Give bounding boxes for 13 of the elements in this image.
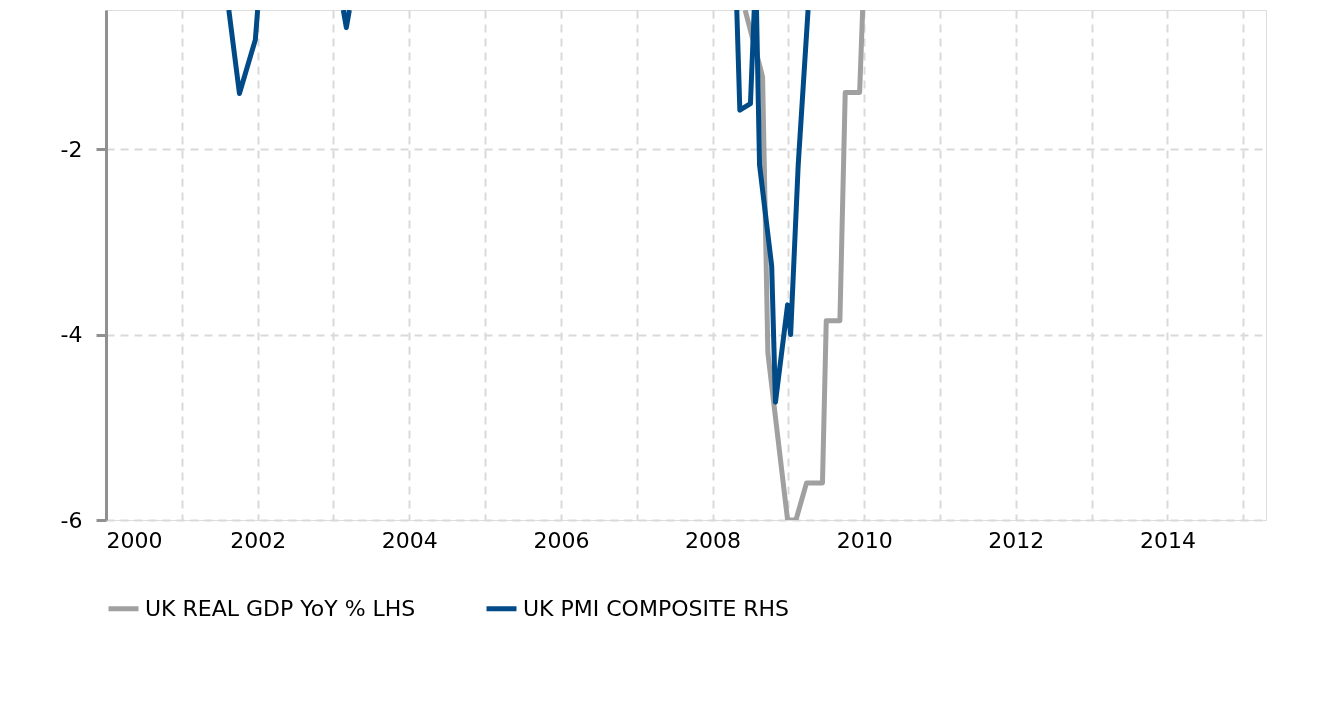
y-tick-label: -2 bbox=[60, 136, 83, 162]
legend-label: UK PMI COMPOSITE RHS bbox=[523, 595, 790, 621]
y-tick-label: -6 bbox=[60, 507, 83, 533]
y-tick-label: -4 bbox=[60, 322, 83, 348]
x-tick-label: 2010 bbox=[836, 527, 893, 553]
x-tick-label: 2012 bbox=[988, 527, 1045, 553]
x-tick-label: 2000 bbox=[106, 527, 163, 553]
x-tick-label: 2014 bbox=[1139, 527, 1196, 553]
x-tick-label: 2002 bbox=[230, 527, 287, 553]
x-tick-label: 2008 bbox=[685, 527, 742, 553]
x-tick-label: 2004 bbox=[381, 527, 438, 553]
x-tick-label: 2006 bbox=[533, 527, 590, 553]
legend-label: UK REAL GDP YoY % LHS bbox=[145, 595, 416, 621]
